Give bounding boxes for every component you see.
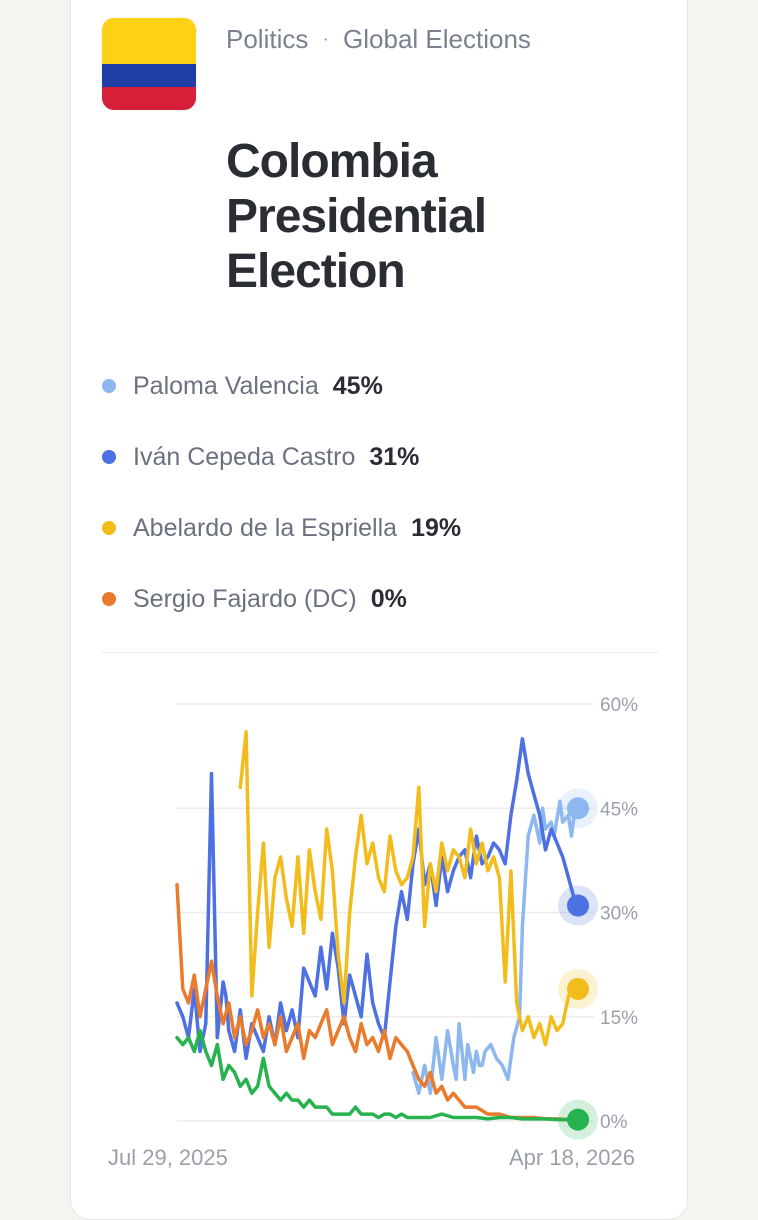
- series-line-4: [175, 1028, 582, 1122]
- price-history-chart[interactable]: 60% 45% 30% 15% 0%: [102, 680, 662, 1180]
- legend-item-abelardo-de-la-espriella[interactable]: Abelardo de la Espriella 19%: [102, 508, 461, 548]
- x-axis-start-label: Jul 29, 2025: [108, 1145, 228, 1170]
- candidate-name: Paloma Valencia: [133, 371, 319, 400]
- endpoint-marker: [567, 894, 589, 917]
- breadcrumb-politics[interactable]: Politics: [226, 24, 309, 54]
- legend-dot: [102, 450, 116, 464]
- legend-item-sergio-fajardo[interactable]: Sergio Fajardo (DC) 0%: [102, 579, 461, 619]
- y-tick-label: 45%: [600, 799, 638, 820]
- legend-dot: [102, 379, 116, 393]
- candidate-name: Sergio Fajardo (DC): [133, 584, 357, 613]
- candidate-percent: 19%: [411, 513, 462, 542]
- colombia-flag-icon: [102, 18, 196, 110]
- breadcrumb-separator: ·: [322, 28, 330, 50]
- divider: [102, 652, 658, 653]
- endpoint-marker: [567, 1108, 589, 1131]
- breadcrumb: Politics · Global Elections: [226, 24, 531, 55]
- candidate-percent: 0%: [370, 584, 407, 613]
- candidate-percent: 45%: [332, 371, 383, 400]
- endpoint-marker: [567, 797, 589, 820]
- page-title: Colombia Presidential Election: [226, 135, 487, 298]
- x-axis-end-label: Apr 18, 2026: [509, 1145, 635, 1170]
- y-tick-label: 60%: [600, 695, 638, 716]
- legend-item-paloma-valencia[interactable]: Paloma Valencia 45%: [102, 366, 461, 406]
- breadcrumb-global-elections[interactable]: Global Elections: [343, 24, 531, 54]
- legend-dot: [102, 592, 116, 606]
- series-line-2: [238, 730, 582, 1047]
- series-line-3: [175, 882, 582, 1122]
- candidate-legend: Paloma Valencia 45% Iván Cepeda Castro 3…: [102, 366, 461, 650]
- legend-item-ivan-cepeda-castro[interactable]: Iván Cepeda Castro 31%: [102, 437, 461, 477]
- y-tick-label: 15%: [600, 1008, 638, 1029]
- y-tick-label: 30%: [600, 904, 638, 925]
- candidate-percent: 31%: [369, 442, 420, 471]
- candidate-name: Abelardo de la Espriella: [133, 513, 398, 542]
- endpoint-marker: [567, 977, 589, 1000]
- legend-dot: [102, 521, 116, 535]
- candidate-name: Iván Cepeda Castro: [133, 442, 356, 471]
- y-tick-label: 0%: [600, 1112, 628, 1133]
